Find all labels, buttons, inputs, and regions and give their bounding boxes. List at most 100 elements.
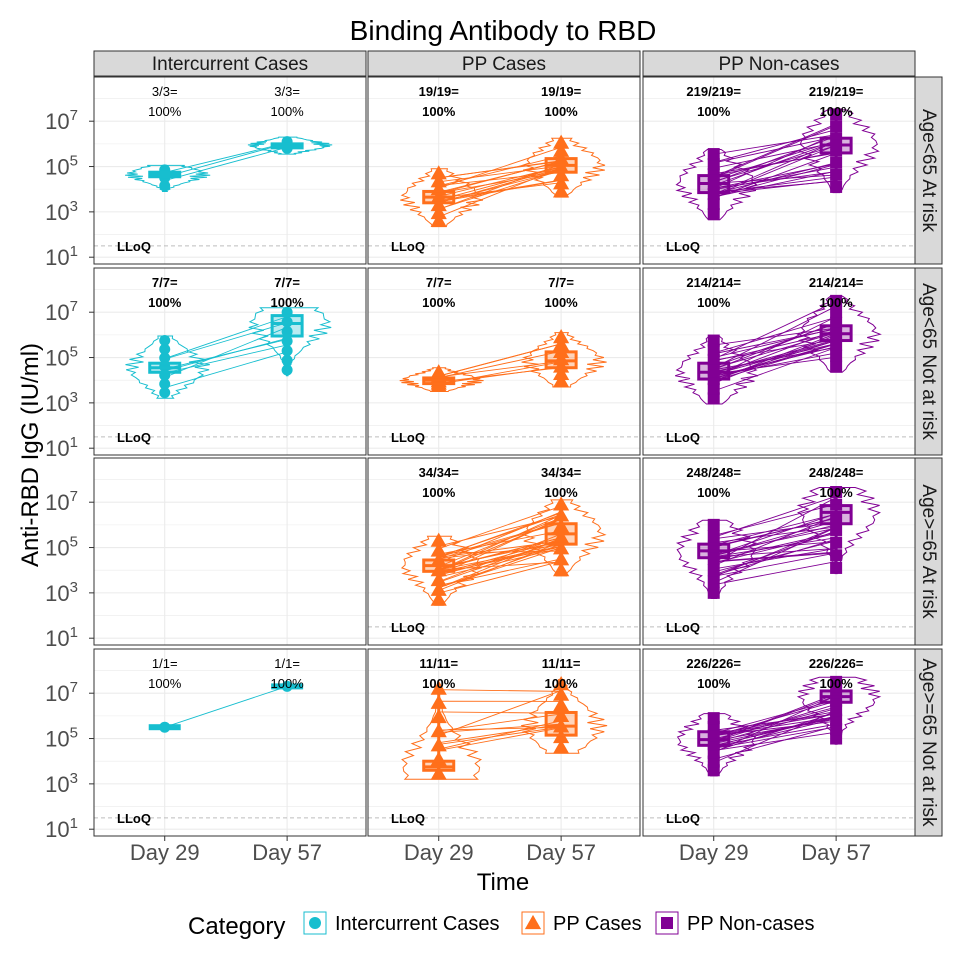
- data-point: [830, 486, 843, 498]
- annotation-percent: 100%: [422, 104, 456, 119]
- annotation-percent: 100%: [697, 676, 731, 691]
- subject-line: [713, 174, 837, 184]
- panel-content: [368, 496, 640, 628]
- subject-line: [164, 351, 288, 389]
- annotation-percent: 100%: [697, 295, 731, 310]
- data-point: [553, 739, 570, 754]
- subject-line: [713, 339, 837, 374]
- column-strip-label: PP Cases: [462, 54, 546, 75]
- data-point: [553, 373, 570, 388]
- column-strip-label: PP Non-cases: [718, 54, 839, 75]
- subject-line: [713, 135, 837, 183]
- legend-title: Category: [188, 913, 285, 940]
- subject-line: [713, 316, 837, 354]
- data-point: [707, 518, 720, 531]
- annotation-count: 248/248=: [686, 465, 741, 480]
- annotation-count: 214/214=: [686, 275, 741, 290]
- subject-line: [713, 331, 837, 362]
- data-point: [281, 354, 293, 366]
- subject-line: [164, 316, 288, 359]
- subject-line: [438, 160, 562, 179]
- data-point: [430, 680, 447, 695]
- lloq-label: LLoQ: [391, 811, 425, 826]
- row-strip-label: Age<65 Not at risk: [918, 283, 939, 440]
- y-tick-label: 105: [45, 153, 78, 180]
- panel: 34/34= 100% 34/34= 100% LLoQ: [367, 457, 641, 646]
- panel-background: [94, 458, 366, 645]
- subject-line: [438, 166, 562, 197]
- data-point: [707, 208, 720, 221]
- data-point: [553, 336, 570, 351]
- annotation-percent: 100%: [819, 104, 853, 119]
- panel-gridlines: [643, 268, 915, 455]
- subject-line: [438, 689, 562, 692]
- data-point: [553, 134, 570, 149]
- subject-line: [713, 547, 837, 558]
- subject-line: [713, 340, 837, 376]
- data-point: [830, 156, 843, 169]
- row-strips: Age<65 At risk Age<65 Not at risk Age>=65 …: [914, 76, 943, 837]
- panel-content: [94, 306, 366, 438]
- subject-line: [164, 338, 288, 370]
- subject-line: [713, 305, 837, 369]
- violin: [400, 535, 483, 606]
- annotation-percent: 100%: [148, 104, 182, 119]
- legend-entry-label: PP Cases: [553, 913, 642, 935]
- subject-line: [713, 124, 837, 179]
- x-tick-label: Day 29: [130, 840, 200, 865]
- data-point: [430, 581, 447, 596]
- lloq-label: LLoQ: [666, 430, 700, 445]
- data-point: [430, 723, 447, 738]
- y-tick-label: 103: [45, 389, 78, 416]
- panel-content: [643, 294, 915, 438]
- panel-content: [368, 676, 640, 819]
- box: [270, 314, 304, 338]
- y-tick-label: 105: [45, 725, 78, 752]
- panel-border: [367, 457, 641, 646]
- subject-line: [438, 530, 562, 555]
- y-tick-label: 105: [45, 534, 78, 561]
- y-tick-label: 107: [45, 107, 78, 134]
- data-point: [830, 536, 843, 549]
- subject-line: [438, 182, 562, 199]
- box: [819, 504, 853, 526]
- lloq-label: LLoQ: [391, 239, 425, 254]
- data-point: [707, 344, 720, 357]
- panel-gridlines: [368, 268, 640, 455]
- annotation-count: 19/19=: [541, 84, 582, 99]
- data-point: [430, 532, 447, 547]
- data-point: [830, 305, 843, 318]
- annotation-count: 34/34=: [541, 465, 582, 480]
- panel-background: [643, 649, 915, 836]
- lloq-label: LLoQ: [117, 239, 151, 254]
- data-point: [830, 168, 843, 181]
- column-strips: Intercurrent Cases PP Cases PP Non-cases: [93, 50, 916, 77]
- panel-grid: 3/3= 100% 3/3= 100% LLoQ 19/19= 100% 19/19= 100%…: [93, 76, 916, 837]
- subject-line: [713, 332, 837, 369]
- data-point: [553, 707, 570, 722]
- subject-line: [438, 515, 562, 547]
- data-point: [830, 713, 843, 726]
- column-strip: [367, 50, 641, 77]
- panel-border: [93, 648, 367, 837]
- data-point: [553, 183, 570, 198]
- panel: 1/1= 100% 1/1= 100% LLoQ: [93, 648, 367, 837]
- subject-line: [713, 343, 837, 382]
- annotation-percent: 100%: [148, 295, 182, 310]
- data-point: [707, 564, 720, 577]
- panel-content: [94, 136, 366, 247]
- panel-content: [368, 329, 640, 438]
- subject-line: [164, 322, 288, 360]
- subject-line: [713, 548, 837, 570]
- subject-line: [438, 539, 562, 583]
- subject-line: [713, 715, 837, 747]
- panel-content: [94, 680, 366, 819]
- data-point: [553, 167, 570, 182]
- data-point: [707, 158, 720, 171]
- lloq-label: LLoQ: [391, 430, 425, 445]
- subject-line: [713, 141, 837, 169]
- annotation-count: 7/7=: [426, 275, 452, 290]
- data-point: [707, 586, 720, 599]
- y-axis-ticks: 101 103 105 107 101 103 105 107 101 103 105 107 101 1…: [45, 107, 94, 842]
- subject-line: [164, 142, 288, 173]
